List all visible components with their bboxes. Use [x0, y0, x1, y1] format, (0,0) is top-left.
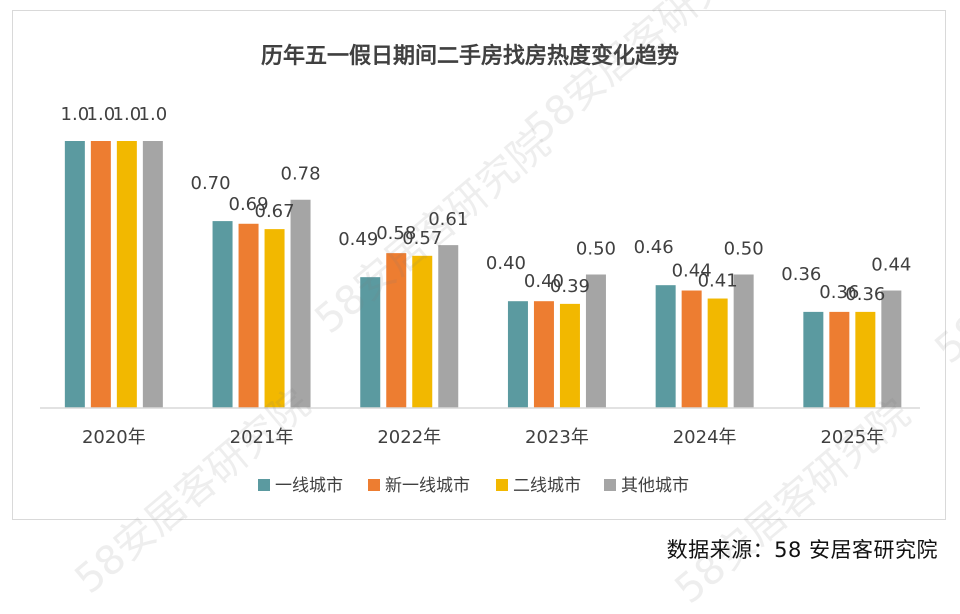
data-label-4-2: 0.78 — [281, 164, 321, 185]
bar-2-5 — [681, 290, 702, 408]
data-label-4-1: 1.0 — [139, 104, 168, 125]
bar-chart: 历年五一假日期间二手房找房热度变化趋势 1.01.01.01.00.700.69… — [40, 43, 920, 496]
bar-1-3 — [360, 277, 381, 408]
data-label-3-4: 0.39 — [550, 276, 590, 297]
bar-3-3 — [412, 255, 433, 408]
data-label-2-5: 0.44 — [672, 261, 712, 282]
x-tick-label: 2025年 — [820, 427, 884, 448]
bar-1-5 — [655, 285, 676, 408]
bar-3-5 — [707, 298, 728, 408]
data-label-3-2: 0.67 — [255, 201, 295, 222]
bar-3-2 — [264, 229, 285, 408]
data-label-3-3: 0.57 — [402, 228, 442, 249]
data-label-4-4: 0.50 — [576, 239, 616, 260]
data-label-3-1: 1.0 — [113, 104, 142, 125]
bar-1-4 — [507, 301, 528, 408]
data-label-4-6: 0.44 — [871, 255, 911, 276]
data-label-2-6: 0.36 — [819, 282, 859, 303]
bar-1-6 — [803, 311, 824, 408]
data-label-4-3: 0.61 — [428, 209, 468, 230]
bar-3-6 — [855, 311, 876, 408]
x-tick-label: 2024年 — [673, 427, 737, 448]
bar-4-6 — [881, 290, 902, 408]
legend-swatch-4 — [604, 479, 616, 491]
bar-4-1 — [142, 141, 163, 408]
legend-swatch-3 — [496, 479, 508, 491]
bar-2-1 — [90, 141, 111, 408]
legend-label-4: 其他城市 — [621, 476, 689, 496]
chart-title: 历年五一假日期间二手房找房热度变化趋势 — [261, 43, 679, 69]
bar-3-4 — [559, 303, 580, 408]
legend-swatch-1 — [258, 479, 270, 491]
x-tick-label: 2023年 — [525, 427, 589, 448]
data-label-2-3: 0.58 — [376, 223, 416, 244]
data-label-1-6: 0.36 — [781, 264, 821, 285]
data-label-3-6: 0.36 — [845, 284, 885, 305]
legend-label-2: 新一线城市 — [385, 476, 470, 496]
data-label-1-1: 1.0 — [61, 104, 90, 125]
data-label-3-5: 0.41 — [698, 271, 738, 292]
legend-label-3: 二线城市 — [513, 476, 581, 496]
legend-label-1: 一线城市 — [275, 476, 343, 496]
data-label-2-2: 0.69 — [229, 194, 269, 215]
bar-2-6 — [829, 311, 850, 408]
legend-swatch-2 — [368, 479, 380, 491]
source-note: 数据来源：58 安居客研究院 — [666, 538, 938, 562]
bar-4-2 — [290, 199, 311, 408]
bar-4-3 — [438, 245, 459, 408]
x-tick-label: 2021年 — [230, 427, 294, 448]
data-label-1-5: 0.46 — [634, 237, 674, 258]
data-label-1-4: 0.40 — [486, 253, 526, 274]
x-tick-label: 2022年 — [377, 427, 441, 448]
data-label-2-4: 0.40 — [524, 271, 564, 292]
data-label-4-5: 0.50 — [724, 239, 764, 260]
data-label-2-1: 1.0 — [87, 104, 116, 125]
bar-3-1 — [116, 141, 137, 408]
bar-2-2 — [238, 223, 259, 408]
bar-2-4 — [533, 301, 554, 408]
bar-1-1 — [64, 141, 85, 408]
bar-4-4 — [585, 274, 606, 408]
bar-1-2 — [212, 221, 233, 408]
x-tick-label: 2020年 — [82, 427, 146, 448]
bar-4-5 — [733, 274, 754, 408]
data-label-1-2: 0.70 — [191, 173, 231, 194]
chart-frame — [12, 10, 946, 520]
data-label-1-3: 0.49 — [338, 229, 378, 250]
bar-2-3 — [386, 253, 407, 408]
